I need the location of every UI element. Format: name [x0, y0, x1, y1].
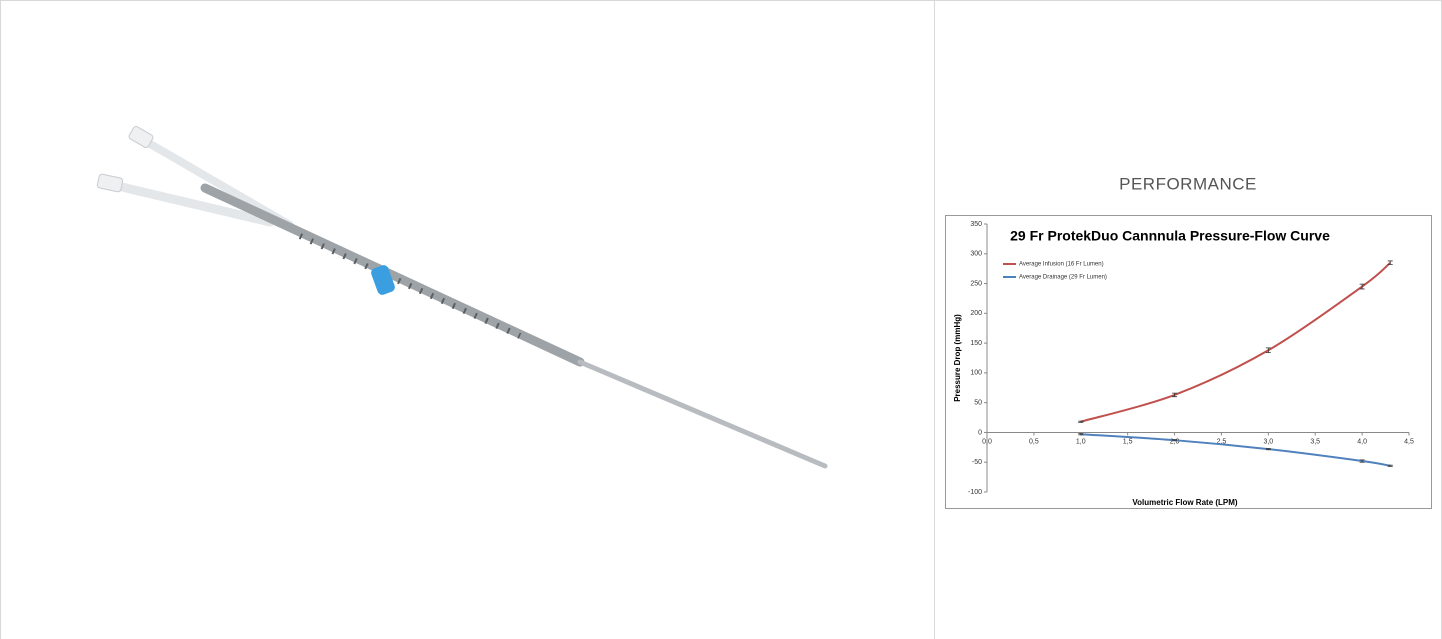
y-tick-label: 300 — [970, 251, 982, 258]
y-tick-label: -50 — [972, 459, 982, 466]
legend-label: Average Infusion (16 Fr Lumen) — [1019, 262, 1104, 268]
x-tick-label: 1,0 — [1076, 438, 1086, 445]
x-axis-label: Volumetric Flow Rate (LPM) — [1132, 498, 1238, 507]
heading: PERFORMANCE — [1119, 174, 1257, 193]
y-axis-label: Pressure Drop (mmHg) — [953, 314, 962, 402]
markings — [298, 233, 522, 339]
x-tick-label: 3,0 — [1263, 438, 1273, 445]
chart-box — [945, 215, 1432, 509]
x-tick-label: 4,5 — [1404, 438, 1414, 445]
error-bar — [1172, 392, 1178, 398]
x-tick-label: 0,5 — [1029, 438, 1039, 445]
error-bar — [1359, 283, 1365, 290]
clip — [371, 265, 395, 295]
y-tick-label: 200 — [970, 310, 982, 317]
error-bar — [1265, 347, 1271, 354]
x-tick-label: 2,5 — [1217, 438, 1227, 445]
chart-title: 29 Fr ProtekDuo Cannnula Pressure-Flow C… — [1010, 228, 1330, 244]
error-bar — [1078, 420, 1084, 423]
error-bar — [1172, 439, 1178, 442]
error-bar — [1265, 448, 1271, 451]
y-tick-label: 0 — [978, 429, 982, 436]
hub-tube — [136, 134, 294, 229]
error-bar — [1078, 433, 1084, 436]
error-bar — [1387, 260, 1393, 265]
y-tick-label: 50 — [974, 400, 982, 407]
cannula-tip — [577, 359, 828, 469]
error-bar — [1387, 464, 1393, 467]
legend-label: Average Drainage (29 Fr Lumen) — [1019, 275, 1107, 281]
x-tick-label: 1,5 — [1123, 438, 1133, 445]
x-tick-label: 2,0 — [1170, 438, 1180, 445]
y-tick-label: -100 — [968, 489, 982, 496]
x-tick-label: 4,0 — [1357, 438, 1367, 445]
y-tick-label: 100 — [970, 370, 982, 377]
y-tick-label: 150 — [970, 340, 982, 347]
cannula-body — [200, 183, 585, 367]
hub — [96, 173, 124, 193]
y-tick-label: 250 — [970, 280, 982, 287]
error-bar — [1359, 459, 1365, 463]
x-tick-label: 3,5 — [1310, 438, 1320, 445]
y-tick-label: 350 — [970, 221, 982, 228]
hub — [128, 126, 154, 148]
product-image — [96, 126, 828, 469]
hub-tube — [100, 178, 275, 227]
x-tick-label: 0,0 — [982, 438, 992, 445]
